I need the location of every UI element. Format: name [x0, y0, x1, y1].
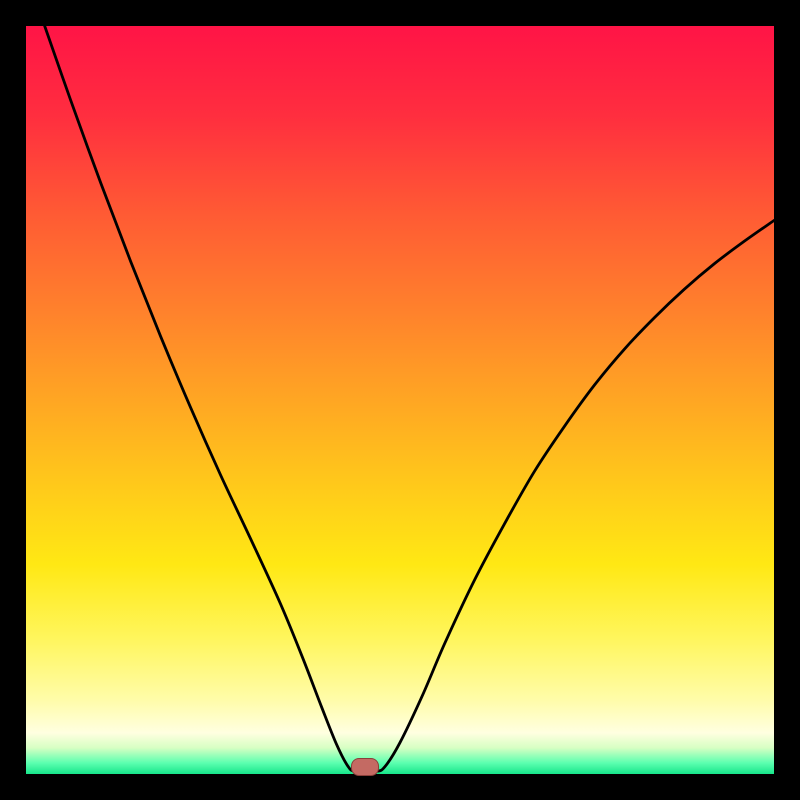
optimal-point-marker	[351, 758, 379, 776]
bottleneck-curve	[26, 26, 774, 774]
plot-area	[26, 26, 774, 774]
chart-frame: TheBottleneck.com	[0, 0, 800, 800]
